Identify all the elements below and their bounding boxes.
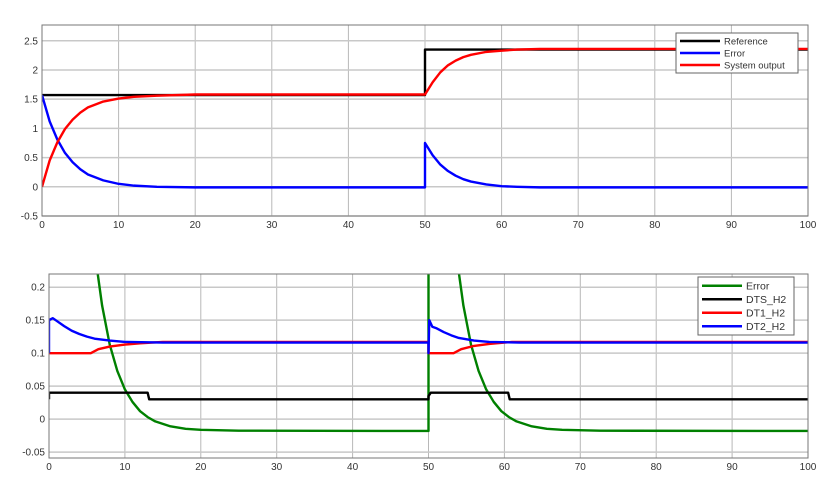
y-tick-label: 1 (32, 124, 38, 135)
series-line-error (42, 94, 808, 189)
x-tick-label: 10 (119, 462, 131, 473)
series-group (49, 274, 808, 433)
legend-label: System output (724, 61, 785, 72)
x-tick-label: 40 (343, 220, 355, 231)
x-tick-label: 0 (39, 220, 45, 231)
x-tick-label: 60 (496, 220, 508, 231)
x-tick-label: 70 (573, 220, 585, 231)
y-tick-label: 0.15 (26, 316, 46, 327)
x-tick-label: 90 (727, 462, 739, 473)
legend-label: Reference (724, 37, 768, 48)
x-tick-label: 90 (726, 220, 738, 231)
x-tick-label: 10 (113, 220, 125, 231)
legend-label: Error (724, 49, 745, 60)
series-line-dt2-h2 (49, 316, 808, 355)
x-tick-label: 40 (347, 462, 359, 473)
bottom-plot: 0 10 20 30 40 50 60 70 80 90 100-0.0500.050.10.150… (22, 273, 817, 473)
x-tick-label: 50 (423, 462, 435, 473)
series-group (42, 47, 808, 189)
y-tick-label: -0.05 (22, 448, 45, 459)
y-tick-label: -0.5 (21, 212, 39, 223)
legend-label: DT2_H2 (746, 321, 785, 333)
y-tick-label: 0.05 (26, 382, 46, 393)
x-tick-label: 80 (649, 220, 661, 231)
x-tick-label: 30 (266, 220, 278, 231)
x-tick-label: 60 (499, 462, 511, 473)
x-tick-label: 100 (800, 462, 817, 473)
legend-label: DT1_H2 (746, 307, 785, 319)
y-tick-label: 2.5 (24, 36, 38, 47)
legend-label: Error (746, 280, 770, 292)
x-tick-label: 80 (651, 462, 663, 473)
y-tick-label: 0.2 (31, 283, 45, 294)
axes-frame (48, 273, 809, 459)
x-tick-label: 20 (190, 220, 202, 231)
series-line-system-output (42, 47, 808, 188)
series-line-error (96, 274, 808, 433)
x-tick-label: 50 (419, 220, 431, 231)
x-tick-label: 20 (195, 462, 207, 473)
x-tick-label: 30 (271, 462, 283, 473)
x-tick-label: 70 (575, 462, 587, 473)
top-plot: 0 10 20 30 40 50 60 70 80 90 100-0.500.511.522.5 Re… (21, 24, 817, 231)
legend-label: DTS_H2 (746, 294, 786, 306)
y-tick-label: 0.5 (24, 153, 38, 164)
y-tick-label: 0 (32, 182, 38, 193)
y-tick-label: 0 (39, 415, 45, 426)
x-tick-label: 0 (46, 462, 52, 473)
y-tick-label: 0.1 (31, 349, 45, 360)
y-tick-label: 2 (32, 65, 38, 76)
y-tick-label: 1.5 (24, 95, 38, 106)
axes-frame (41, 24, 809, 217)
x-tick-label: 100 (800, 220, 817, 231)
series-line-dts-h2 (49, 391, 808, 401)
